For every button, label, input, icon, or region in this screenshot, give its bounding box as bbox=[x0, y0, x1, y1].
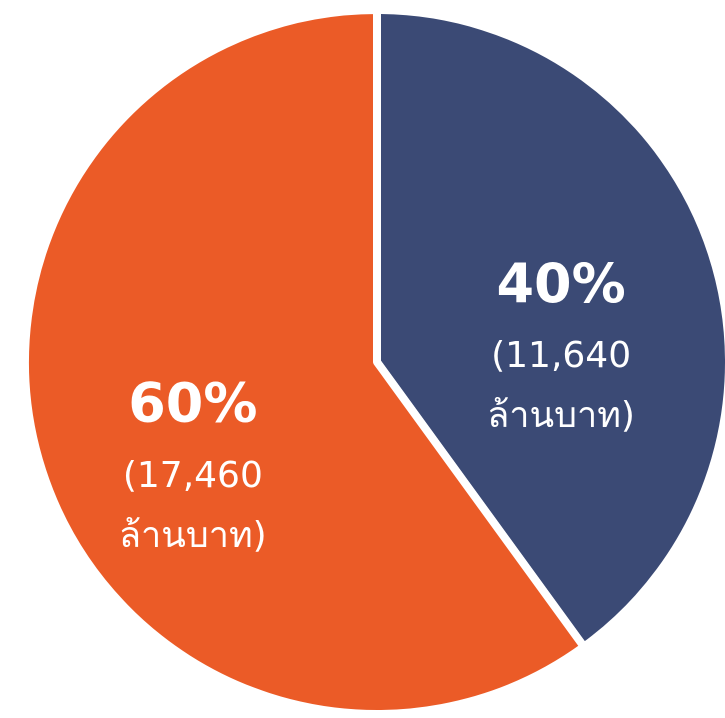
amount-label: (11,640 ล้านบาท) bbox=[487, 335, 635, 436]
pie-slice bbox=[373, 6, 725, 651]
data-label: 40% bbox=[496, 252, 625, 315]
amount-label: (17,460 ล้านบาท) bbox=[119, 455, 267, 556]
data-label: 60% bbox=[128, 371, 257, 434]
pie-slice bbox=[21, 6, 588, 718]
